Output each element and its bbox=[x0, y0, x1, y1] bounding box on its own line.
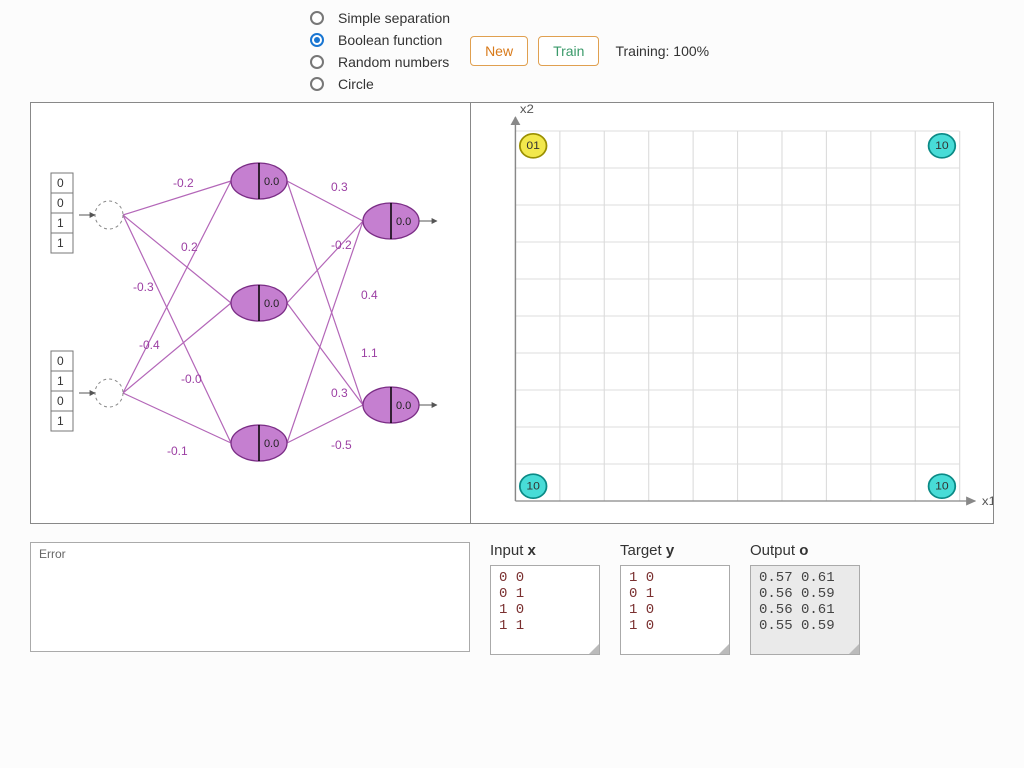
dataset-radio-1[interactable]: Boolean function bbox=[310, 32, 450, 48]
bottom-row: Error Input x 0 0 0 1 1 0 1 1 Target y 1… bbox=[30, 542, 994, 655]
svg-text:-0.0: -0.0 bbox=[181, 372, 202, 386]
dataset-radio-0[interactable]: Simple separation bbox=[310, 10, 450, 26]
output-label-var: o bbox=[799, 542, 808, 559]
svg-text:-0.2: -0.2 bbox=[331, 238, 352, 252]
svg-text:10: 10 bbox=[526, 480, 540, 492]
training-status: Training: 100% bbox=[615, 43, 709, 59]
svg-text:-0.4: -0.4 bbox=[139, 338, 160, 352]
svg-text:0: 0 bbox=[57, 196, 64, 210]
svg-text:x1: x1 bbox=[982, 495, 993, 508]
output-column: Output o 0.57 0.61 0.56 0.59 0.56 0.61 0… bbox=[750, 542, 860, 655]
dataset-radio-group: Simple separation Boolean function Random … bbox=[310, 10, 450, 92]
error-panel: Error bbox=[30, 542, 470, 652]
svg-text:0.0: 0.0 bbox=[396, 216, 411, 228]
svg-text:1.1: 1.1 bbox=[361, 346, 378, 360]
svg-text:0: 0 bbox=[57, 394, 64, 408]
svg-text:0: 0 bbox=[57, 176, 64, 190]
svg-text:10: 10 bbox=[935, 140, 949, 152]
top-controls: Simple separation Boolean function Random … bbox=[310, 10, 994, 92]
network-panel: 0 0 1 1 0 1 0 1 0.0 0.0 0.0 0.0 0.0 -0.2 0.2 -0.3 -0.4 -0… bbox=[31, 103, 471, 523]
svg-text:0.3: 0.3 bbox=[331, 386, 348, 400]
svg-text:1: 1 bbox=[57, 414, 64, 428]
radio-dot-icon bbox=[310, 33, 324, 47]
input-column: Input x 0 0 0 1 1 0 1 1 bbox=[490, 542, 600, 655]
svg-text:0.0: 0.0 bbox=[264, 438, 279, 450]
target-column: Target y 1 0 0 1 1 0 1 0 bbox=[620, 542, 730, 655]
radio-dot-icon bbox=[310, 11, 324, 25]
svg-text:-0.3: -0.3 bbox=[133, 280, 154, 294]
svg-text:1: 1 bbox=[57, 374, 64, 388]
svg-text:x2: x2 bbox=[520, 103, 534, 116]
svg-text:-0.5: -0.5 bbox=[331, 438, 352, 452]
svg-text:0.0: 0.0 bbox=[396, 400, 411, 412]
svg-text:01: 01 bbox=[526, 140, 540, 152]
radio-label: Simple separation bbox=[338, 10, 450, 26]
button-row: New Train Training: 100% bbox=[470, 36, 709, 66]
radio-label: Random numbers bbox=[338, 54, 449, 70]
error-label: Error bbox=[39, 547, 66, 561]
svg-text:1: 1 bbox=[57, 236, 64, 250]
plot-panel: x1 x2 01 10 10 10 bbox=[471, 103, 993, 523]
output-label: Output o bbox=[750, 542, 860, 559]
target-label-var: y bbox=[666, 542, 674, 559]
dataset-radio-2[interactable]: Random numbers bbox=[310, 54, 450, 70]
target-label: Target y bbox=[620, 542, 730, 559]
input-label: Input x bbox=[490, 542, 600, 559]
output-label-text: Output bbox=[750, 542, 799, 559]
main-panels: 001101010.00.00.00.00.0-0.20.2-0.3-0.4-0… bbox=[30, 102, 994, 524]
svg-text:0.2: 0.2 bbox=[181, 240, 198, 254]
svg-text:0.4: 0.4 bbox=[361, 288, 378, 302]
target-data-box[interactable]: 1 0 0 1 1 0 1 0 bbox=[620, 565, 730, 655]
output-data-box: 0.57 0.61 0.56 0.59 0.56 0.61 0.55 0.59 bbox=[750, 565, 860, 655]
target-label-text: Target bbox=[620, 542, 666, 559]
dataset-radio-3[interactable]: Circle bbox=[310, 76, 450, 92]
svg-text:0.0: 0.0 bbox=[264, 176, 279, 188]
svg-text:0.3: 0.3 bbox=[331, 180, 348, 194]
input-label-var: x bbox=[528, 542, 536, 559]
train-button[interactable]: Train bbox=[538, 36, 599, 66]
radio-dot-icon bbox=[310, 77, 324, 91]
radio-label: Boolean function bbox=[338, 32, 442, 48]
svg-text:-0.1: -0.1 bbox=[167, 444, 188, 458]
input-label-text: Input bbox=[490, 542, 528, 559]
svg-text:0: 0 bbox=[57, 354, 64, 368]
new-button[interactable]: New bbox=[470, 36, 528, 66]
radio-label: Circle bbox=[338, 76, 374, 92]
radio-dot-icon bbox=[310, 55, 324, 69]
svg-text:-0.2: -0.2 bbox=[173, 176, 194, 190]
svg-text:1: 1 bbox=[57, 216, 64, 230]
svg-text:10: 10 bbox=[935, 480, 949, 492]
svg-text:0.0: 0.0 bbox=[264, 298, 279, 310]
input-data-box[interactable]: 0 0 0 1 1 0 1 1 bbox=[490, 565, 600, 655]
